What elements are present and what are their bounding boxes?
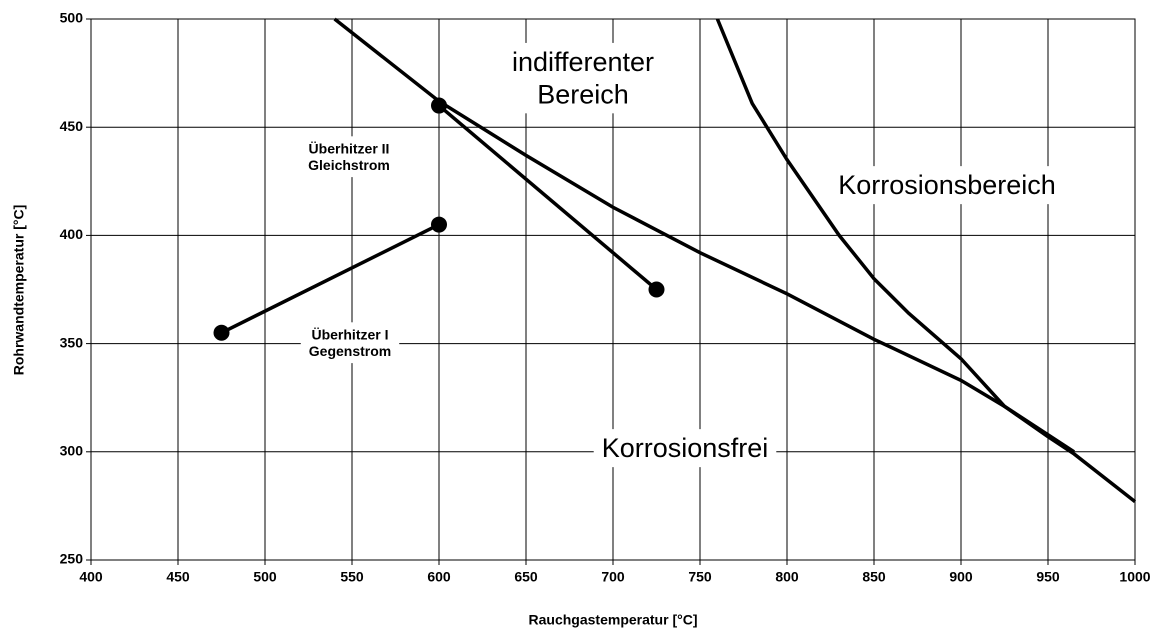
x-tick-label: 950 xyxy=(1036,569,1060,585)
annotation-text: Bereich xyxy=(537,79,629,109)
annotation-background xyxy=(830,166,1064,205)
annotation-text: Gleichstrom xyxy=(308,157,390,173)
marker xyxy=(431,216,447,233)
y-axis-label: Rohrwandtemperatur [°C] xyxy=(11,205,27,376)
annotation-background xyxy=(593,429,777,468)
annotation-text: indifferenter xyxy=(512,47,654,77)
annotation-text: Überhitzer I xyxy=(311,326,388,342)
x-tick-label: 600 xyxy=(427,569,451,585)
annotation-background xyxy=(503,42,663,114)
x-tick-label: 700 xyxy=(601,569,625,585)
plot-frame xyxy=(90,18,1136,561)
x-tick-label: 900 xyxy=(949,569,973,585)
annotation-text: Gegenstrom xyxy=(309,343,391,359)
series-line xyxy=(220,223,440,335)
x-axis-label: Rauchgastemperatur [°C] xyxy=(529,612,698,628)
annotation-background xyxy=(300,136,398,178)
x-tick-label: 400 xyxy=(79,569,103,585)
x-tick-label: 650 xyxy=(514,569,538,585)
marker xyxy=(431,97,447,114)
series-line xyxy=(715,18,1076,454)
marker xyxy=(648,281,665,298)
y-tick-label: 450 xyxy=(60,118,84,134)
y-tick-label: 350 xyxy=(60,334,84,350)
annotation: Korrosionsbereich xyxy=(830,166,1064,205)
x-tick-label: 850 xyxy=(862,569,886,585)
y-tick-label: 500 xyxy=(60,10,84,26)
marker xyxy=(213,324,230,341)
lines xyxy=(213,17,1137,503)
y-tick-label: 400 xyxy=(60,226,84,242)
x-tick-label: 1000 xyxy=(1119,569,1150,585)
x-tick-label: 500 xyxy=(253,569,277,585)
annotation: Korrosionsfrei xyxy=(593,429,777,468)
x-tick-label: 750 xyxy=(688,569,712,585)
annotation-text: Korrosionsfrei xyxy=(602,433,769,463)
y-tick-label: 300 xyxy=(60,443,84,459)
x-tick-label: 800 xyxy=(775,569,799,585)
annotation-text: Korrosionsbereich xyxy=(838,170,1056,200)
x-tick-label: 550 xyxy=(340,569,364,585)
annotation-background xyxy=(300,322,400,364)
annotation-text: Überhitzer II xyxy=(309,140,390,156)
series-line xyxy=(437,104,658,291)
x-tick-label: 450 xyxy=(166,569,190,585)
y-tick-label: 250 xyxy=(60,551,84,567)
